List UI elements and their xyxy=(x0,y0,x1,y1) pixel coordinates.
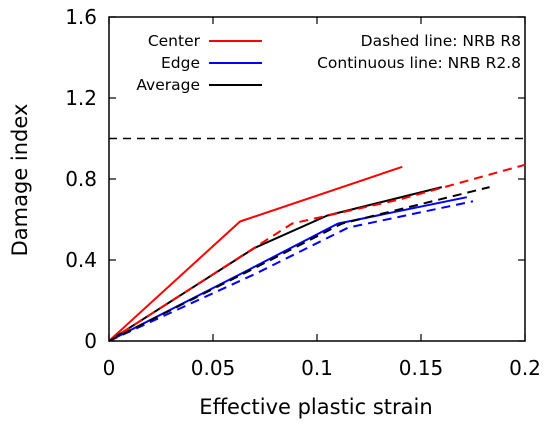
x-tick-label: 0.1 xyxy=(301,356,333,380)
series-line-center-dashed xyxy=(108,163,526,342)
y-tick-label: 1.2 xyxy=(65,86,97,110)
x-axis-label: Effective plastic strain xyxy=(199,395,432,419)
x-tick-label: 0 xyxy=(103,356,116,380)
series-line-edge-solid xyxy=(108,196,468,342)
legend-label-average: Average xyxy=(136,76,200,94)
annotations: Dashed line: NRB R8 Continuous line: NRB… xyxy=(317,32,521,72)
annotation-dashed: Dashed line: NRB R8 xyxy=(361,32,521,50)
y-tick-label: 0.4 xyxy=(65,248,97,272)
series-line-center-solid xyxy=(108,165,403,342)
y-tick-label: 0 xyxy=(84,329,97,353)
y-axis-label: Damage index xyxy=(8,104,32,257)
y-tick-label: 0.8 xyxy=(65,167,97,191)
legend-label-edge: Edge xyxy=(161,54,200,72)
x-tick-label: 0.2 xyxy=(509,356,541,380)
x-tick-label: 0.15 xyxy=(399,356,444,380)
annotation-continuous: Continuous line: NRB R2.8 xyxy=(317,54,521,72)
x-tick-label: 0.05 xyxy=(191,356,236,380)
series-line-average-dashed xyxy=(108,186,490,342)
legend-label-center: Center xyxy=(148,32,201,50)
series-line-average-solid xyxy=(108,186,443,342)
y-tick-label: 1.6 xyxy=(65,5,97,29)
plot-area: 0 0.05 0.1 0.15 0.2 0 0.4 0.8 1.2 1.6 xyxy=(65,5,541,380)
legend: Center Edge Average xyxy=(136,32,262,94)
series-line-edge-dashed xyxy=(108,200,474,342)
